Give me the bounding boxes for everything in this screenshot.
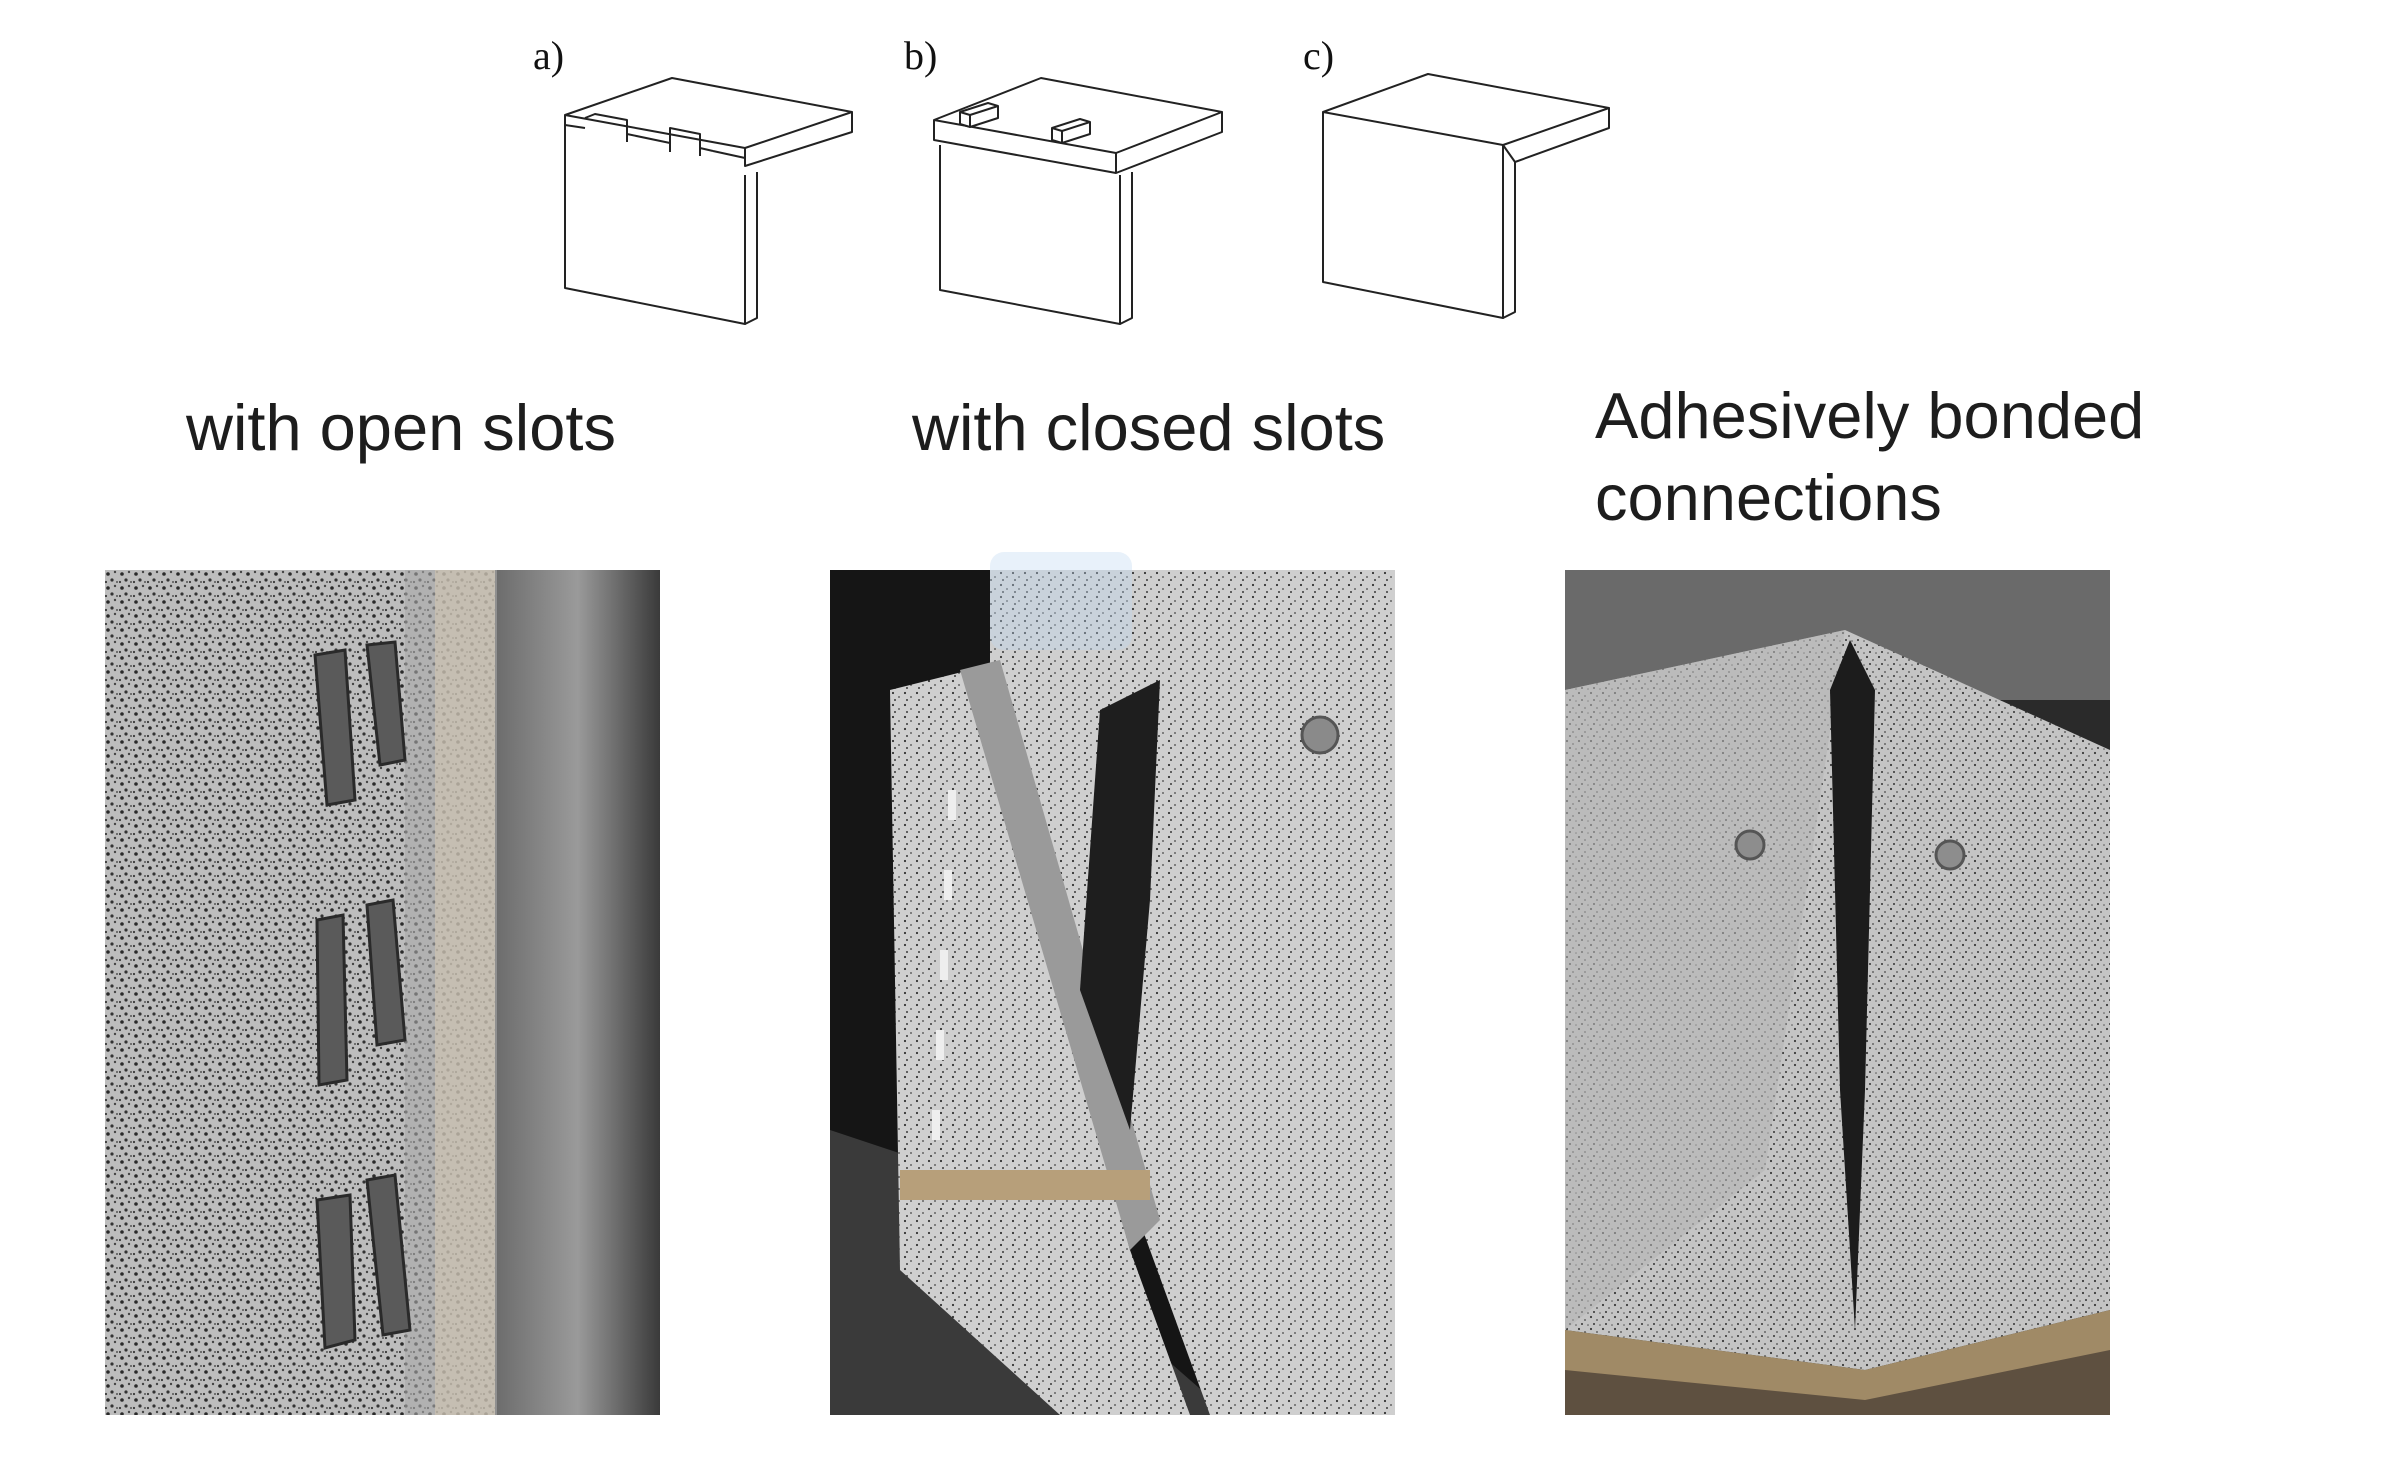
panel-label-c: c) [1303, 33, 1335, 78]
caption-adhesive-line-2: connections [1595, 461, 1942, 534]
play-overlay-button[interactable] [990, 552, 1132, 650]
photo-adhesive-bonded [1565, 570, 2110, 1415]
photo-closed-slots [830, 570, 1395, 1415]
sketch-closed-slots [933, 77, 1223, 325]
caption-open-slots: with open slots [186, 391, 616, 464]
sketch-open-slots [564, 77, 853, 325]
caption-closed-slots: with closed slots [912, 391, 1386, 464]
photo-open-slots [105, 570, 660, 1415]
panel-label-b: b) [904, 33, 938, 78]
caption-adhesive-line-1: Adhesively bonded [1595, 379, 2145, 452]
panel-label-a: a) [533, 33, 565, 78]
sketch-adhesive-bonded [1322, 73, 1610, 319]
